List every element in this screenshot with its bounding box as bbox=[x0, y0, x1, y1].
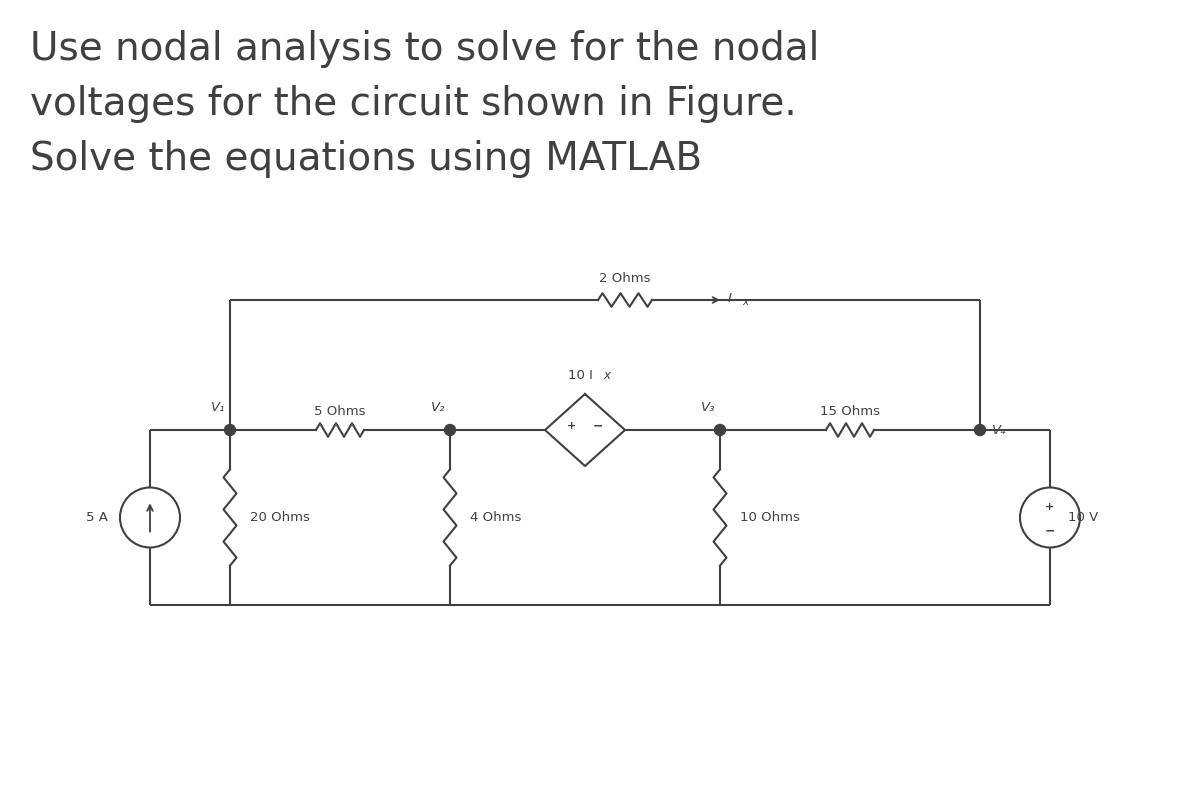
Text: I: I bbox=[728, 291, 732, 304]
Text: V₄: V₄ bbox=[992, 423, 1007, 436]
Text: 4 Ohms: 4 Ohms bbox=[470, 511, 521, 524]
Text: −: − bbox=[1045, 524, 1055, 537]
Circle shape bbox=[224, 424, 235, 436]
Text: 5 A: 5 A bbox=[86, 511, 108, 524]
Text: 2 Ohms: 2 Ohms bbox=[599, 272, 650, 285]
Text: 20 Ohms: 20 Ohms bbox=[250, 511, 310, 524]
Text: 10 V: 10 V bbox=[1068, 511, 1098, 524]
Text: V₃: V₃ bbox=[701, 401, 715, 414]
Circle shape bbox=[974, 424, 985, 436]
Text: 15 Ohms: 15 Ohms bbox=[820, 405, 880, 418]
Text: +: + bbox=[568, 421, 577, 431]
Text: x: x bbox=[604, 369, 611, 382]
Text: V₁: V₁ bbox=[211, 401, 226, 414]
Text: x: x bbox=[742, 297, 748, 307]
Text: Use nodal analysis to solve for the nodal: Use nodal analysis to solve for the noda… bbox=[30, 30, 820, 68]
Text: −: − bbox=[593, 419, 604, 432]
Text: 5 Ohms: 5 Ohms bbox=[314, 405, 366, 418]
Text: V₂: V₂ bbox=[431, 401, 445, 414]
Text: +: + bbox=[1045, 502, 1055, 511]
Text: voltages for the circuit shown in Figure.: voltages for the circuit shown in Figure… bbox=[30, 85, 797, 123]
Text: Solve the equations using MATLAB: Solve the equations using MATLAB bbox=[30, 140, 702, 178]
Text: 10 I: 10 I bbox=[568, 369, 593, 382]
Text: 10 Ohms: 10 Ohms bbox=[740, 511, 800, 524]
Circle shape bbox=[444, 424, 456, 436]
Circle shape bbox=[714, 424, 726, 436]
